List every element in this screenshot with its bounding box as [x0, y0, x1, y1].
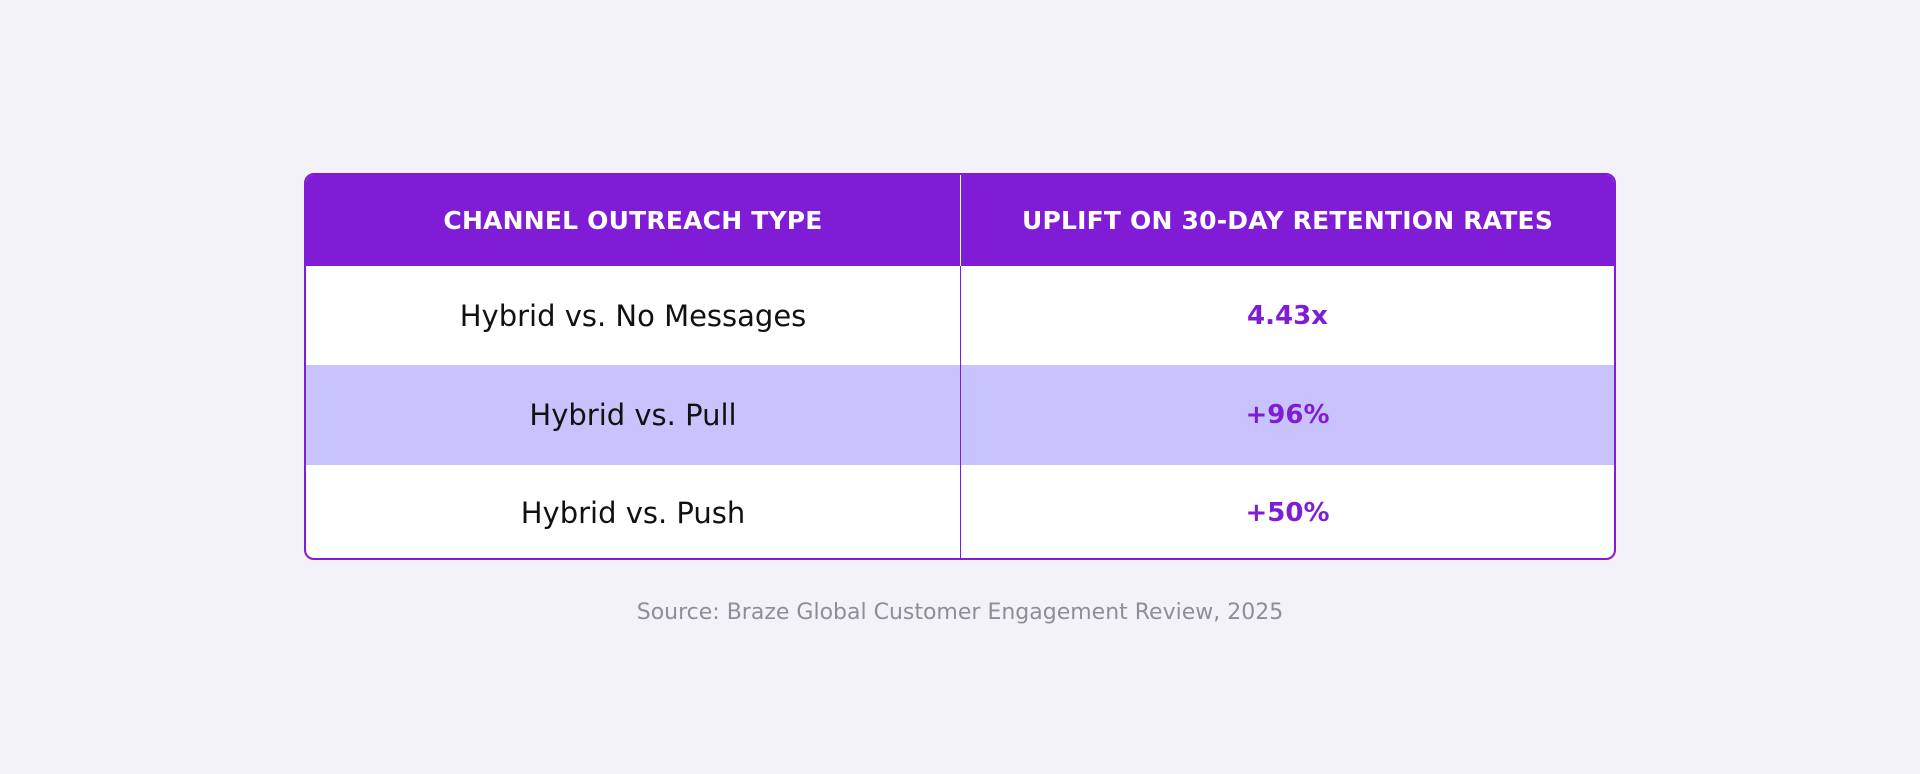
source-caption: Source: Braze Global Customer Engagement…	[636, 600, 1284, 625]
uplift-cell: 4.43x	[1247, 300, 1328, 331]
table-header-row: CHANNEL OUTREACH TYPE UPLIFT ON 30-DAY R…	[306, 175, 1614, 266]
channel-cell: Hybrid vs. Pull	[306, 365, 961, 465]
table-row: Hybrid vs. Push +50%	[306, 465, 1614, 558]
table-row: Hybrid vs. Pull +96%	[306, 365, 1614, 465]
retention-uplift-table: CHANNEL OUTREACH TYPE UPLIFT ON 30-DAY R…	[304, 173, 1616, 560]
table-row: Hybrid vs. No Messages 4.43x	[306, 266, 1614, 365]
uplift-cell: +50%	[1245, 497, 1330, 528]
channel-cell: Hybrid vs. Push	[306, 465, 961, 558]
column-header-channel: CHANNEL OUTREACH TYPE	[306, 175, 961, 266]
column-header-uplift: UPLIFT ON 30-DAY RETENTION RATES	[1021, 206, 1554, 235]
uplift-cell: +96%	[1245, 400, 1330, 430]
channel-cell: Hybrid vs. No Messages	[306, 266, 961, 365]
